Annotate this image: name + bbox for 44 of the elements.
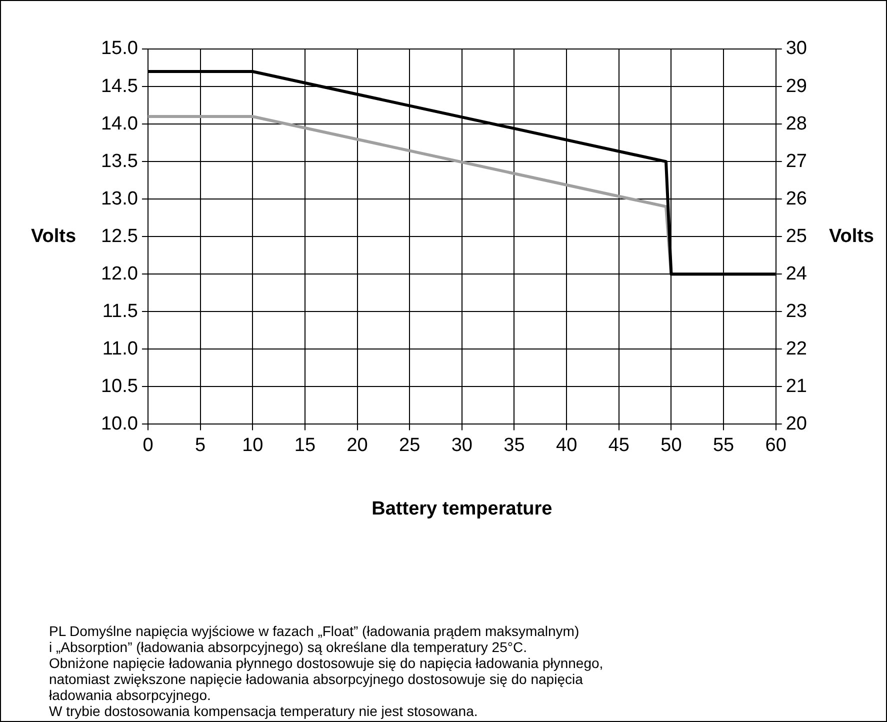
x-tick-label: 55 — [712, 434, 734, 456]
y2-tick-label: 22 — [786, 338, 808, 360]
y-tick-label: 10.5 — [100, 376, 138, 397]
y2-tick-label: 24 — [786, 263, 808, 284]
x-tick-label: 30 — [451, 434, 472, 456]
x-axis-title: Battery temperature — [372, 498, 552, 520]
x-tick-label: 25 — [399, 434, 420, 456]
text: Obniżone napięcie ładowania płynnego dostosowuje się do napięcia ładowania płynnego, — [49, 655, 604, 671]
x-tick-label: 60 — [765, 434, 786, 456]
y-tick-label: 15.0 — [100, 38, 138, 60]
x-tick-label: 35 — [504, 434, 525, 456]
x-tick-label: 50 — [660, 434, 682, 456]
y2-tick-label: 20 — [786, 413, 808, 434]
x-tick-label: 45 — [608, 434, 630, 456]
x-tick-label: 40 — [556, 434, 578, 456]
text: natomiast zwiększone napięcie ładowania absorpcyjnego dostosowuje się do napięcia — [49, 671, 584, 687]
y-tick-label: 10.0 — [100, 413, 138, 434]
y-tick-label: 13.0 — [100, 188, 138, 210]
text: W trybie dostosowania kompensacja temperatury nie jest stosowana. — [49, 703, 479, 719]
y2-tick-label: 30 — [786, 38, 808, 60]
y2-tick-label: 21 — [786, 376, 808, 397]
x-tick-label: 10 — [242, 434, 264, 456]
y2-tick-label: 26 — [786, 188, 808, 210]
y-axis-title: Volts — [31, 226, 76, 247]
y2-tick-label: 27 — [786, 150, 808, 172]
y2-tick-label: 25 — [786, 226, 808, 247]
y2-tick-label: 28 — [786, 113, 808, 134]
y2-tick-label: 29 — [786, 76, 808, 97]
x-tick-label: 20 — [346, 434, 368, 456]
text: ładowania absorpcyjnego. — [49, 687, 212, 703]
y-tick-label: 11.0 — [102, 338, 138, 360]
text: PL Domyślne napięcia wyjściowe w fazach „Float” (ładowania prądem maksymalnym) — [49, 623, 580, 639]
x-tick-label: 15 — [294, 434, 316, 456]
y-tick-label: 14.5 — [100, 76, 138, 97]
y-tick-label: 14.0 — [100, 113, 138, 134]
y-tick-label: 11.5 — [102, 300, 138, 322]
x-tick-label: 5 — [195, 434, 206, 456]
y2-axis-title: Volts — [828, 226, 874, 247]
y-tick-label: 13.5 — [100, 150, 138, 172]
y-tick-label: 12.0 — [100, 263, 138, 284]
y-tick-label: 12.5 — [100, 226, 138, 247]
x-tick-label: 0 — [142, 434, 154, 456]
text: i „Absorption” (ładowania absorpcyjnego) są określane dla temperatury 25°C. — [49, 639, 528, 655]
y2-tick-label: 23 — [786, 300, 808, 322]
